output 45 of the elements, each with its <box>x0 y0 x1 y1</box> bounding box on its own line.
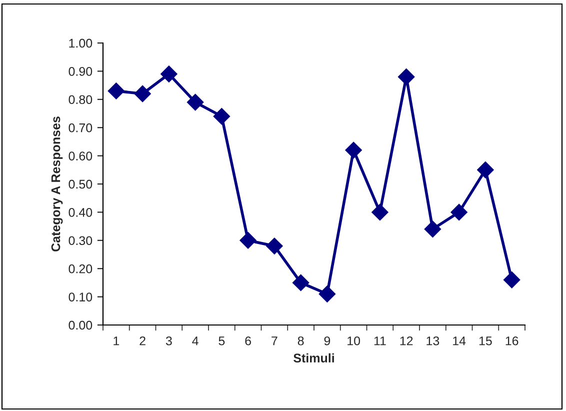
point <box>108 82 125 100</box>
y-tick-label: 0.70 <box>68 123 92 132</box>
x-tick-label: 3 <box>166 336 172 346</box>
y-tick-label: 0.00 <box>68 320 92 330</box>
x-tick-label: 11 <box>374 336 386 346</box>
x-tick-label: 4 <box>192 336 198 346</box>
point <box>398 68 415 86</box>
x-tick-label: 10 <box>348 336 360 346</box>
x-tick-label: 2 <box>140 336 146 346</box>
point <box>292 274 310 292</box>
point <box>134 85 151 102</box>
y-tick-label: 0.50 <box>68 180 92 189</box>
point <box>345 142 362 159</box>
x-tick-label: 12 <box>400 336 413 346</box>
point <box>450 204 468 221</box>
point <box>372 204 388 221</box>
point <box>424 220 442 238</box>
x-tick-label: 13 <box>426 336 440 346</box>
y-tick-label: 0.30 <box>68 236 92 246</box>
y-tick-label: 0.20 <box>68 264 92 274</box>
y-tick-label: 0.60 <box>68 152 92 160</box>
x-tick-label: 16 <box>506 336 518 346</box>
point <box>503 272 520 288</box>
y-axis-title: Category A Responses <box>51 116 63 252</box>
point <box>318 286 336 302</box>
y-tick-label: 0.80 <box>68 95 92 104</box>
point <box>266 238 283 254</box>
point <box>160 66 178 82</box>
x-tick-label: 14 <box>453 336 466 346</box>
y-tick-label: 0.90 <box>68 67 92 76</box>
x-tick-label: 8 <box>298 336 304 346</box>
y-tick-label: 0.10 <box>68 292 92 302</box>
point <box>213 108 230 125</box>
x-tick-label: 15 <box>479 336 492 346</box>
x-axis-title: Stimuli <box>294 353 334 362</box>
x-tick-label: 9 <box>324 336 330 346</box>
y-tick-label: 1.00 <box>69 38 92 48</box>
point <box>477 162 494 178</box>
x-tick-label: 6 <box>245 336 251 346</box>
point <box>186 94 204 111</box>
y-tick-label: 0.40 <box>68 208 92 217</box>
point <box>240 232 256 249</box>
x-tick-label: 7 <box>272 336 278 346</box>
x-tick-label: 1 <box>114 336 120 346</box>
x-tick-label: 5 <box>218 336 225 346</box>
